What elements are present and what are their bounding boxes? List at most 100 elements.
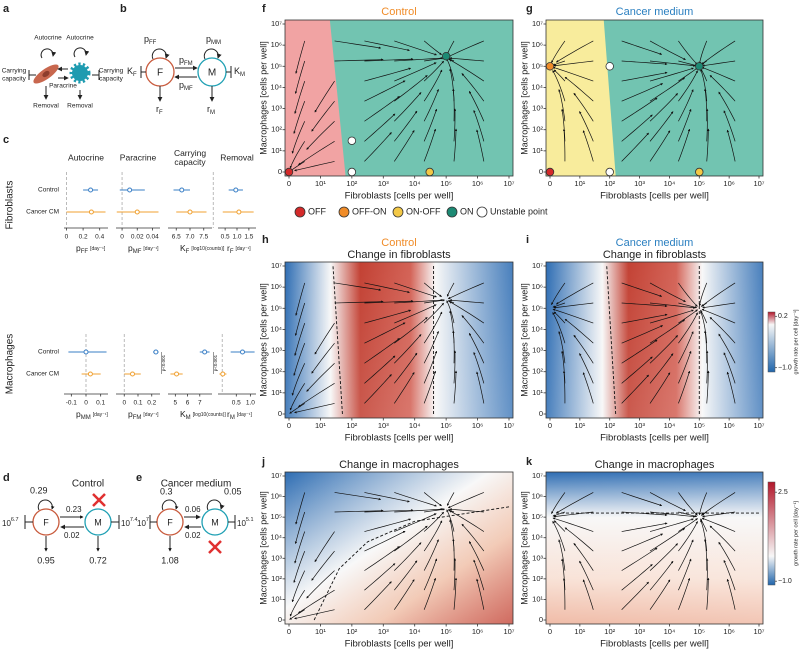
streamline	[334, 282, 382, 291]
streamline	[678, 518, 698, 532]
x-tick-label: 10⁵	[694, 421, 705, 430]
tick-label: 0.2	[147, 400, 156, 407]
sub: MM	[211, 40, 221, 46]
x-axis-label: Fibroblasts [cells per well]	[345, 191, 454, 202]
x-tick-label: 10³	[378, 179, 389, 188]
streamline	[423, 282, 442, 297]
annotation: p<0.001	[213, 354, 218, 371]
streamline	[291, 363, 306, 396]
streamline	[564, 318, 594, 344]
streamline	[579, 560, 594, 591]
loop-arrow	[203, 48, 222, 60]
label: Removal	[67, 103, 93, 110]
value-label: 107	[137, 517, 149, 528]
symbol: r	[207, 104, 210, 114]
streamline	[423, 40, 442, 55]
x-tick-label: 10⁴	[409, 179, 421, 188]
y-tick-label: 10⁵	[271, 512, 282, 521]
streamline	[314, 531, 335, 563]
plot-frame	[284, 471, 514, 625]
panel-label: c	[3, 134, 9, 146]
exponent: 5.1	[246, 517, 254, 523]
x-tick-label: 10⁶	[472, 627, 483, 636]
rate-label: KF	[127, 66, 137, 77]
x-axis-label: Fibroblasts [cells per well]	[600, 191, 709, 202]
streamline	[314, 322, 335, 355]
legend-label: OFF-ON	[352, 206, 387, 216]
rate-label: pFM	[179, 55, 193, 66]
streamline	[558, 331, 566, 364]
streamline	[649, 527, 686, 552]
basin-off-on	[546, 20, 616, 176]
panel-i: 00 10¹ 10¹ 10² 10² 10³ 10³ 10⁴ 10⁴ 10⁵ 10⁵ 10⁶ 10⁶ 10…	[519, 237, 799, 444]
y-tick-label: 10⁶	[271, 492, 282, 501]
fixed-point	[545, 62, 555, 71]
colorbar-tick-label: −1.0	[778, 365, 792, 372]
symbol: r	[227, 243, 230, 253]
panel-label: g	[526, 3, 533, 15]
column-header: Carrying	[174, 148, 206, 158]
streamline	[393, 372, 415, 404]
streamline	[701, 517, 736, 532]
streamline	[364, 57, 414, 62]
streamline	[649, 543, 678, 571]
streamline	[394, 92, 422, 122]
streamline	[649, 579, 671, 610]
column-header: Autocrine	[68, 152, 104, 162]
absent-mark	[208, 540, 222, 554]
tick-label: 0	[120, 234, 124, 241]
y-tick-label: 10⁵	[532, 303, 543, 312]
streamline	[551, 492, 566, 514]
streamline	[446, 509, 455, 532]
value-label: 0.29	[30, 485, 48, 495]
streamline	[476, 129, 485, 162]
x-tick-label: 10¹	[574, 179, 585, 188]
streamline	[678, 128, 691, 162]
streamline	[621, 83, 664, 102]
title: Control	[381, 6, 416, 18]
condition-label: Cancer CM	[26, 371, 59, 378]
tick-label: 6.5	[172, 234, 181, 241]
streamline	[446, 40, 455, 55]
basin-off	[285, 20, 346, 176]
streamline	[473, 559, 485, 591]
streamline	[468, 541, 485, 571]
title: Change in macrophages	[595, 459, 715, 471]
streamline	[552, 70, 566, 102]
streamline	[579, 111, 594, 142]
y-tick-label: 10⁷	[271, 19, 282, 28]
streamline	[394, 40, 437, 56]
panel-f: 00 10¹ 10¹ 10² 10² 10³ 10³ 10⁴ 10⁴ 10⁵ 10⁵ 10⁶ 10⁶ 10…	[258, 6, 514, 202]
y-tick-label: 10²	[532, 574, 543, 583]
title: Control	[72, 479, 104, 490]
estimate	[202, 349, 208, 355]
estimate	[236, 209, 242, 215]
value-label: 107.4	[121, 517, 138, 528]
streamline	[334, 509, 384, 513]
fixed-point	[284, 167, 294, 177]
fixed-point	[425, 167, 434, 177]
streamline	[423, 302, 444, 324]
fixed-point	[347, 167, 357, 177]
streamline	[555, 492, 594, 514]
streamline	[289, 589, 306, 617]
streamline	[394, 62, 437, 82]
streamline	[447, 282, 484, 300]
streamline	[423, 520, 443, 552]
streamline	[446, 300, 455, 324]
panel-d: Control F M 0.29 0.23 0.02 106.7 107.4 0…	[2, 479, 138, 566]
y-tick-label: 10⁵	[271, 303, 282, 312]
x-tick-label: 10²	[604, 421, 615, 430]
title: Change in macrophages	[339, 459, 459, 471]
estimate	[220, 371, 226, 377]
streamline	[726, 578, 736, 610]
unit: [day⁻¹]	[237, 412, 253, 418]
tick-label: 0.5	[232, 400, 241, 407]
panel-b: F M pFF pMM pFM pMF KF KM rF rM	[127, 34, 245, 115]
streamline	[394, 317, 428, 344]
sub: F	[186, 249, 190, 255]
absent-mark	[92, 493, 106, 507]
x-axis-label: Fibroblasts [cells per well]	[345, 433, 454, 444]
streamline	[294, 511, 306, 544]
streamline	[561, 350, 566, 384]
